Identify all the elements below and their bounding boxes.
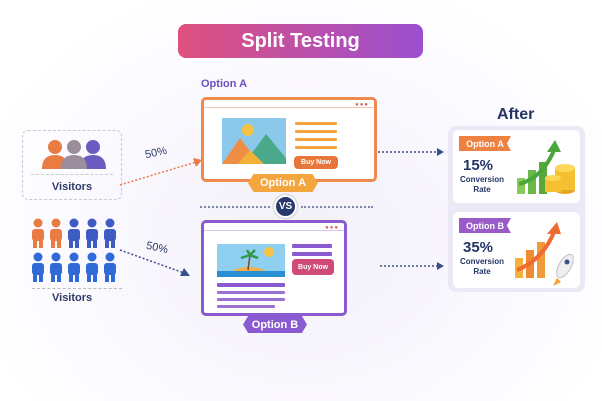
variant-a-tag: Option A	[248, 174, 318, 192]
person-icon	[50, 218, 62, 248]
split-arrows	[119, 158, 202, 276]
result-b-rate: 35%	[463, 239, 494, 256]
landscape-image-icon	[222, 118, 286, 164]
divider	[200, 206, 270, 208]
result-b-tag: Option B	[459, 218, 511, 233]
visitors-group-icon	[42, 140, 106, 169]
beach-image-icon	[217, 244, 285, 277]
after-heading: After	[497, 106, 535, 123]
divider	[32, 288, 122, 289]
person-icon	[68, 218, 80, 248]
growth-chart-coins-icon	[517, 140, 575, 194]
visitors-crowd-icon	[32, 218, 116, 282]
visitors-crowd-label: Visitors	[52, 292, 93, 304]
result-card-b: Option B 35% Conversion Rate	[453, 212, 580, 288]
option-a-heading: Option A	[201, 78, 248, 90]
result-card-a: Option A 15% Conversion Rate	[453, 130, 580, 203]
visitors-group-box: Visitors	[22, 130, 122, 200]
variant-b-window: ●●● Buy Now	[201, 220, 347, 316]
visitors-group-label: Visitors	[51, 181, 93, 193]
result-a-rate: 15%	[463, 157, 494, 174]
person-icon	[104, 252, 116, 282]
result-a-caption: Conversion Rate	[459, 175, 504, 194]
person-icon	[104, 218, 116, 248]
person-icon	[86, 218, 98, 248]
vs-badge: VS	[274, 195, 297, 218]
variant-a-window: ●●● Buy Now	[201, 97, 377, 182]
variant-a-buy-now-button[interactable]: Buy Now	[294, 156, 338, 169]
divider	[301, 206, 373, 208]
variant-b-tag: Option B	[243, 316, 307, 333]
result-b-caption: Conversion Rate	[459, 257, 504, 276]
results-panel: Option A 15% Conversion Rate Option B 35…	[448, 126, 585, 292]
page-title: Split Testing	[178, 24, 423, 58]
person-icon	[32, 218, 44, 248]
variant-b-buy-now-button[interactable]: Buy Now	[292, 259, 334, 275]
arrow-a-head	[193, 158, 202, 167]
person-icon	[68, 252, 80, 282]
result-a-tag: Option A	[459, 136, 511, 151]
window-controls-icon: ●●●	[355, 102, 369, 108]
person-icon	[32, 252, 44, 282]
window-controls-icon: ●●●	[325, 225, 339, 231]
growth-chart-rocket-icon	[515, 222, 574, 286]
result-arrows	[378, 148, 444, 270]
divider	[31, 174, 113, 175]
person-icon	[50, 252, 62, 282]
person-icon	[86, 252, 98, 282]
arrow-b-head	[180, 268, 190, 276]
